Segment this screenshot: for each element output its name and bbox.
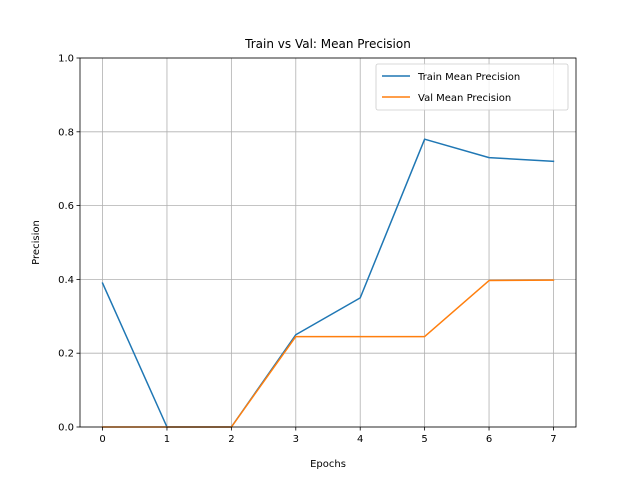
- x-axis-label: Epochs: [310, 459, 346, 470]
- legend-label-val: Val Mean Precision: [418, 93, 511, 104]
- series-lines: [101, 138, 555, 428]
- y-tick-label: 0.6: [58, 201, 74, 212]
- axis-ticks: 0 1 2 3 4 5 6 7 0.0 0.2 0.4 0.6 0.8 1.0: [58, 54, 557, 446]
- legend-box: [375, 63, 569, 111]
- x-tick-label: 3: [293, 434, 299, 445]
- y-tick-label: 1.0: [58, 54, 74, 65]
- x-tick-label: 1: [164, 434, 170, 445]
- x-tick-label: 5: [421, 434, 427, 445]
- legend-label-train: Train Mean Precision: [417, 72, 520, 83]
- x-tick-label: 2: [228, 434, 234, 445]
- y-tick-label: 0.4: [58, 275, 74, 286]
- y-tick-label: 0.8: [58, 127, 74, 138]
- x-tick-label: 4: [357, 434, 363, 445]
- x-tick-label: 0: [99, 434, 105, 445]
- grid: [80, 57, 576, 428]
- y-axis-label: Precision: [31, 220, 42, 265]
- chart-title: Train vs Val: Mean Precision: [244, 37, 411, 51]
- x-tick-label: 7: [550, 434, 556, 445]
- x-tick-label: 6: [486, 434, 492, 445]
- legend: Train Mean Precision Val Mean Precision: [375, 63, 569, 111]
- y-tick-label: 0.0: [58, 423, 74, 434]
- y-tick-label: 0.2: [58, 349, 74, 360]
- plot-frame: [79, 57, 577, 428]
